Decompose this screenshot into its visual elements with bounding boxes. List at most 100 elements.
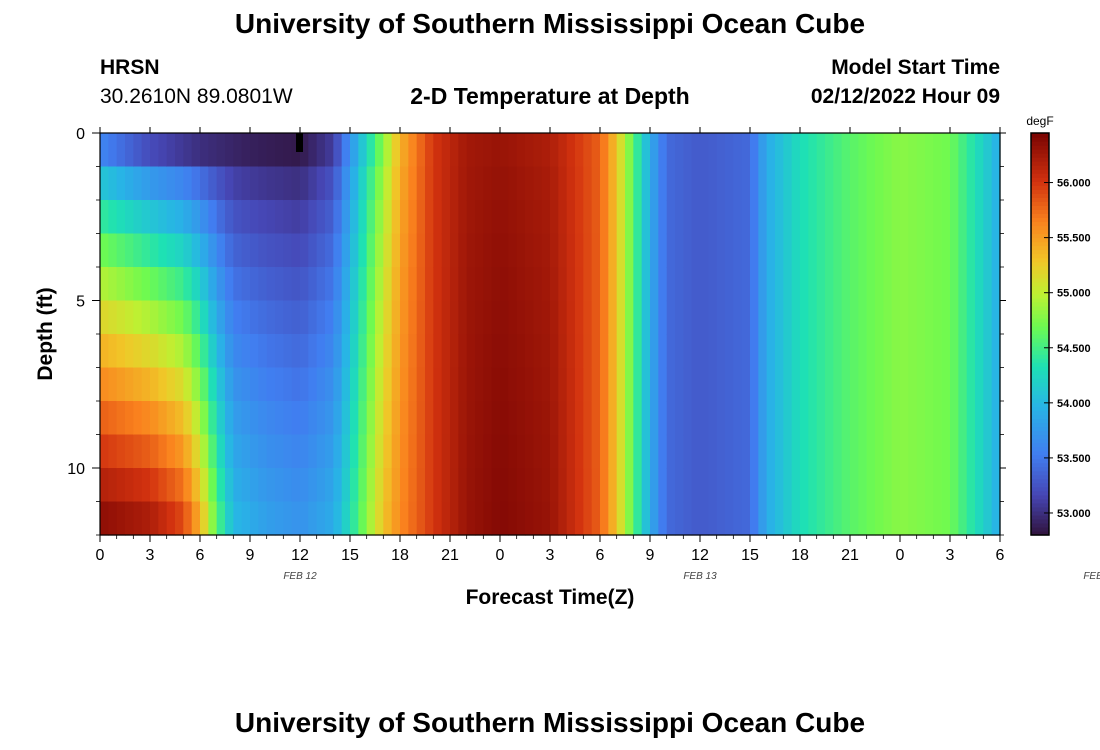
heatmap-cell bbox=[475, 434, 484, 469]
heatmap-cell bbox=[600, 200, 609, 235]
heatmap-cell bbox=[825, 501, 834, 536]
heatmap-cell bbox=[950, 166, 959, 201]
heatmap-cell bbox=[441, 200, 451, 235]
heatmap-cell bbox=[333, 434, 343, 469]
heatmap-cell bbox=[416, 233, 426, 268]
heatmap-cell bbox=[391, 300, 401, 335]
heatmap-cell bbox=[866, 300, 876, 335]
heatmap-cell bbox=[900, 267, 909, 302]
heatmap-cell bbox=[566, 367, 576, 402]
heatmap-cell bbox=[308, 434, 318, 469]
heatmap-cell bbox=[791, 166, 801, 201]
heatmap-cell bbox=[816, 300, 826, 335]
heatmap-cell bbox=[291, 468, 301, 503]
heatmap-cell bbox=[108, 401, 118, 436]
heatmap-cell bbox=[758, 133, 768, 168]
x-tick-label: 12 bbox=[691, 547, 709, 564]
colorbar-segment bbox=[1031, 313, 1049, 319]
heatmap-cell bbox=[450, 401, 459, 436]
colorbar-segment bbox=[1031, 378, 1049, 383]
y-axis-label: Depth (ft) bbox=[34, 287, 57, 380]
heatmap-cell bbox=[225, 401, 234, 436]
heatmap-cell bbox=[200, 501, 209, 536]
heatmap-cell bbox=[291, 501, 301, 536]
heatmap-cell bbox=[733, 300, 743, 335]
heatmap-cell bbox=[208, 501, 218, 536]
heatmap-cell bbox=[341, 267, 351, 302]
date-label: FEB 13 bbox=[683, 571, 717, 582]
heatmap-cell bbox=[458, 267, 468, 302]
heatmap-cell bbox=[333, 200, 343, 235]
heatmap-cell bbox=[908, 133, 918, 168]
colorbar-segment bbox=[1031, 386, 1049, 391]
heatmap-cell bbox=[700, 200, 709, 235]
heatmap-cell bbox=[991, 367, 1001, 402]
heatmap-cell bbox=[283, 133, 293, 168]
heatmap-cell bbox=[966, 401, 976, 436]
heatmap-cell bbox=[208, 267, 218, 302]
heatmap-cell bbox=[866, 468, 876, 503]
heatmap-cell bbox=[566, 434, 576, 469]
heatmap-cell bbox=[825, 133, 834, 168]
heatmap-cell bbox=[400, 166, 409, 201]
heatmap-cell bbox=[850, 501, 859, 536]
heatmap-cell bbox=[250, 166, 259, 201]
heatmap-cell bbox=[191, 300, 201, 335]
heatmap-cell bbox=[375, 233, 384, 268]
heatmap-cell bbox=[916, 233, 926, 268]
heatmap-cell bbox=[558, 267, 568, 302]
heatmap-cell bbox=[950, 401, 959, 436]
colorbar-segment bbox=[1031, 277, 1049, 283]
heatmap-cell bbox=[441, 501, 451, 536]
heatmap-cell bbox=[575, 166, 584, 201]
heatmap-cell bbox=[450, 267, 459, 302]
x-tick-label: 6 bbox=[196, 547, 205, 564]
heatmap-cell bbox=[516, 300, 526, 335]
heatmap-cell bbox=[133, 501, 143, 536]
heatmap-cell bbox=[183, 401, 193, 436]
x-tick-label: 6 bbox=[596, 547, 605, 564]
heatmap-cell bbox=[158, 200, 168, 235]
heatmap-cell bbox=[933, 367, 943, 402]
heatmap-cell bbox=[658, 468, 668, 503]
heatmap-cell bbox=[375, 133, 384, 168]
colorbar-segment bbox=[1031, 137, 1049, 142]
colorbar-segment bbox=[1031, 450, 1049, 456]
heatmap-cell bbox=[333, 468, 343, 503]
heatmap-cell bbox=[141, 166, 151, 201]
heatmap-cell bbox=[991, 401, 1001, 436]
heatmap-cell bbox=[458, 233, 468, 268]
heatmap-cell bbox=[425, 267, 434, 302]
heatmap-cell bbox=[500, 233, 509, 268]
colorbar-segment bbox=[1031, 197, 1049, 202]
heatmap-cell bbox=[991, 468, 1001, 503]
heatmap-cell bbox=[950, 367, 959, 402]
heatmap-cell bbox=[133, 367, 143, 402]
heatmap-cell bbox=[608, 367, 618, 402]
colorbar-segment bbox=[1031, 358, 1049, 363]
heatmap-cell bbox=[550, 133, 559, 168]
heatmap-cell bbox=[700, 434, 709, 469]
heatmap-cell bbox=[333, 267, 343, 302]
colorbar-segment bbox=[1031, 466, 1049, 472]
heatmap-cell bbox=[250, 367, 259, 402]
heatmap-cell bbox=[516, 166, 526, 201]
heatmap-cell bbox=[283, 233, 293, 268]
heatmap-cell bbox=[841, 401, 851, 436]
heatmap-cell bbox=[358, 166, 368, 201]
heatmap-cell bbox=[316, 434, 326, 469]
heatmap-cell bbox=[908, 200, 918, 235]
heatmap-cell bbox=[708, 300, 718, 335]
heatmap-cell bbox=[158, 233, 168, 268]
station-coordinates: 30.2610N 89.0801W bbox=[100, 85, 293, 108]
heatmap-cell bbox=[200, 267, 209, 302]
heatmap-cell bbox=[558, 434, 568, 469]
heatmap-cell bbox=[883, 334, 893, 369]
heatmap-cell bbox=[533, 233, 543, 268]
heatmap-cell bbox=[541, 300, 551, 335]
heatmap-cell bbox=[408, 200, 418, 235]
heatmap-cell bbox=[891, 133, 901, 168]
heatmap-cell bbox=[116, 468, 126, 503]
heatmap-cell bbox=[150, 501, 159, 536]
heatmap-cell bbox=[200, 233, 209, 268]
